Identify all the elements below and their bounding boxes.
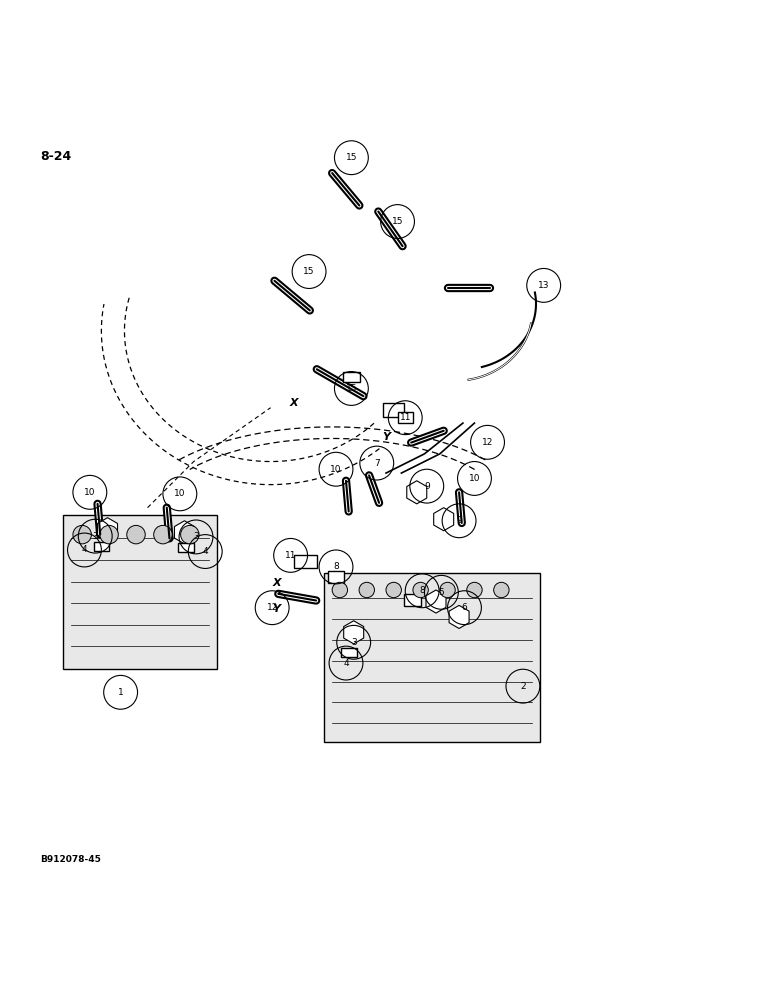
Circle shape bbox=[181, 525, 199, 544]
FancyBboxPatch shape bbox=[327, 571, 344, 583]
Text: 12: 12 bbox=[482, 438, 493, 447]
Text: 11: 11 bbox=[399, 413, 411, 422]
Text: 1: 1 bbox=[118, 688, 124, 697]
Circle shape bbox=[73, 525, 91, 544]
Text: 15: 15 bbox=[391, 217, 403, 226]
Text: 2: 2 bbox=[520, 682, 526, 691]
FancyBboxPatch shape bbox=[405, 594, 422, 606]
Text: 12: 12 bbox=[266, 603, 278, 612]
Text: Y: Y bbox=[273, 604, 280, 614]
FancyBboxPatch shape bbox=[383, 403, 405, 417]
Text: 4: 4 bbox=[202, 547, 208, 556]
Circle shape bbox=[332, 582, 347, 598]
Polygon shape bbox=[97, 518, 117, 541]
Circle shape bbox=[493, 582, 509, 598]
FancyBboxPatch shape bbox=[324, 573, 540, 742]
Circle shape bbox=[413, 582, 428, 598]
Text: 3: 3 bbox=[93, 532, 98, 541]
Text: X: X bbox=[290, 398, 299, 408]
Text: 8: 8 bbox=[334, 562, 339, 571]
FancyBboxPatch shape bbox=[341, 648, 357, 657]
Text: 10: 10 bbox=[174, 489, 185, 498]
Polygon shape bbox=[434, 508, 454, 531]
FancyBboxPatch shape bbox=[293, 555, 317, 568]
Text: 8: 8 bbox=[419, 586, 425, 595]
Polygon shape bbox=[174, 521, 195, 544]
FancyBboxPatch shape bbox=[63, 515, 217, 669]
Circle shape bbox=[467, 582, 482, 598]
Text: 9: 9 bbox=[424, 482, 430, 491]
Text: 13: 13 bbox=[538, 281, 550, 290]
Text: 9: 9 bbox=[456, 516, 462, 525]
Text: 5: 5 bbox=[438, 588, 444, 597]
Text: B912078-45: B912078-45 bbox=[40, 855, 100, 864]
Text: 3: 3 bbox=[350, 638, 357, 647]
Circle shape bbox=[100, 525, 118, 544]
Text: Y: Y bbox=[382, 432, 390, 442]
Text: 8-24: 8-24 bbox=[40, 150, 71, 163]
Text: 15: 15 bbox=[346, 153, 357, 162]
FancyBboxPatch shape bbox=[398, 412, 413, 423]
Polygon shape bbox=[344, 621, 364, 644]
FancyBboxPatch shape bbox=[93, 542, 109, 551]
Circle shape bbox=[386, 582, 401, 598]
Text: 15: 15 bbox=[303, 267, 315, 276]
Polygon shape bbox=[449, 605, 469, 628]
Text: 11: 11 bbox=[285, 551, 296, 560]
Text: 3: 3 bbox=[193, 532, 199, 541]
Circle shape bbox=[127, 525, 145, 544]
Text: 15: 15 bbox=[346, 384, 357, 393]
Circle shape bbox=[359, 582, 374, 598]
Text: 10: 10 bbox=[84, 488, 96, 497]
Text: 10: 10 bbox=[330, 465, 342, 474]
Polygon shape bbox=[407, 481, 427, 504]
Text: 7: 7 bbox=[374, 459, 380, 468]
FancyBboxPatch shape bbox=[178, 543, 194, 552]
Polygon shape bbox=[426, 590, 446, 613]
FancyBboxPatch shape bbox=[343, 372, 360, 382]
Text: 6: 6 bbox=[462, 603, 467, 612]
Text: 4: 4 bbox=[82, 545, 87, 554]
Text: X: X bbox=[273, 578, 281, 588]
Circle shape bbox=[440, 582, 455, 598]
Text: 4: 4 bbox=[344, 659, 349, 668]
Text: 10: 10 bbox=[469, 474, 480, 483]
Circle shape bbox=[154, 525, 172, 544]
